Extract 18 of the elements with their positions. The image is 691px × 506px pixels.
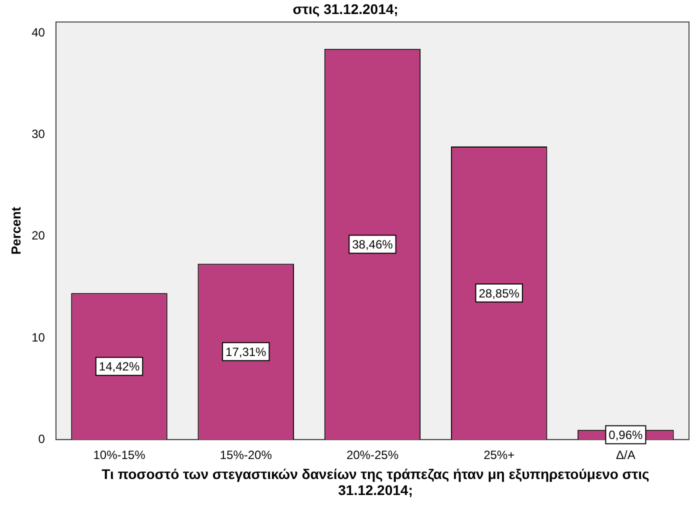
y-tick-label: 0 [38,432,46,446]
chart-title: στις 31.12.2014; [292,1,400,17]
y-tick-label: 30 [32,127,46,142]
y-tick-label: 40 [32,25,46,40]
y-axis-title: Percent [8,206,24,255]
data-label: 38,46% [352,238,394,252]
y-tick-label: 10 [32,330,46,344]
x-axis-title: Τι ποσοστό των στεγαστικών δανείων της τράπεζας ήταν μη εξυπηρετούμενο στις 31.12.2014; [100,466,650,498]
x-tick-label: Δ/Α [616,448,636,462]
data-label: 14,42% [98,360,140,374]
x-tick-label: 10%-15% [93,448,146,462]
x-tick-label: 20%-25% [346,448,399,462]
x-tick-label: 25%+ [484,448,515,462]
data-label: 0,96% [608,428,644,442]
data-label: 28,85% [478,286,520,300]
x-tick-label: 15%-20% [220,448,272,462]
data-label: 17,31% [226,344,267,359]
y-tick-label: 20 [32,228,46,243]
